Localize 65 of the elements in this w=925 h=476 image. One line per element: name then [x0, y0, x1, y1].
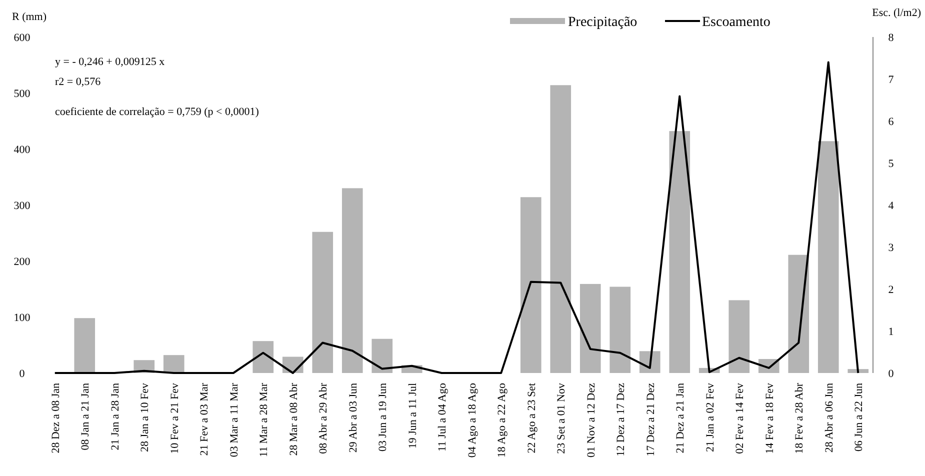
legend-label: Precipitação	[568, 15, 638, 30]
y2-tick-label: 2	[888, 284, 894, 296]
x-tick-label: 23 Set a 01 Nov	[556, 382, 568, 454]
annotation: y = - 0,246 + 0,009125 x	[55, 56, 166, 68]
x-tick-label: 28 Abr a 06 Jun	[823, 382, 836, 453]
y-axis-title: R (mm)	[12, 11, 47, 23]
bar	[372, 338, 393, 373]
bar	[342, 188, 363, 373]
x-tick-label: 11 Jul a 04 Ago	[436, 382, 449, 452]
x-tick-label: 03 Jun a 19 Jun	[377, 382, 390, 452]
y2-tick-label: 5	[888, 158, 894, 170]
y-tick-label: 0	[19, 368, 26, 380]
y-tick-label: 300	[14, 200, 31, 212]
y2-tick-label: 0	[888, 368, 894, 380]
legend-label: Escoamento	[702, 15, 770, 30]
y2-tick-label: 1	[888, 326, 894, 338]
y-tick-label: 500	[14, 88, 31, 100]
x-tick-label: 03 Mar a 11 Mar	[228, 382, 240, 458]
bar	[818, 141, 839, 373]
bar	[788, 254, 810, 373]
x-tick-label: 21 Dez a 21 Jan	[674, 382, 687, 454]
x-tick-label: 01 Nov a 12 Dez	[585, 382, 598, 458]
x-tick-label: 06 Jun a 22 Jun	[853, 382, 866, 452]
bar	[252, 341, 274, 373]
x-tick-label: 08 Abr a 29 Abr	[318, 382, 330, 454]
y-tick-label: 400	[14, 144, 31, 156]
bar	[74, 318, 96, 373]
y2-tick-label: 4	[888, 200, 894, 212]
x-tick-label: 22 Ago a 23 Set	[526, 383, 538, 454]
y2-tick-label: 3	[888, 242, 894, 254]
x-tick-label: 21 Jan a 02 Fev	[704, 382, 716, 452]
annotation: coeficiente de correlação = 0,759 (p < 0,0001)	[55, 106, 260, 118]
x-tick-label: 29 Abr a 03 Jun	[347, 382, 360, 453]
x-tick-label: 02 Fev a 14 Fev	[734, 382, 746, 454]
bar	[580, 284, 601, 373]
bar	[610, 286, 631, 373]
annotation: r2 = 0,576	[55, 76, 102, 88]
x-tick-label: 19 Jun a 11 Jul	[406, 383, 419, 449]
y2-tick-label: 8	[888, 32, 894, 44]
y2-axis-title: Esc. (l/m2)	[872, 7, 922, 19]
x-tick-label: 17 Dez a 21 Dez	[644, 382, 657, 456]
x-tick-label: 14 Fev a 18 Fev	[764, 382, 776, 454]
bar	[550, 85, 572, 373]
bar	[163, 355, 184, 373]
bar	[728, 300, 750, 373]
x-tick-label: 12 Dez a 17 Dez	[615, 382, 628, 456]
y-tick-label: 200	[14, 256, 31, 268]
bar	[669, 131, 690, 373]
y-tick-label: 100	[14, 312, 31, 324]
bar	[520, 197, 542, 373]
x-tick-label: 18 Fev a 28 Abr	[794, 382, 806, 454]
y2-tick-label: 7	[888, 74, 894, 86]
x-tick-label: 04 Ago a 18 Ago	[466, 382, 478, 458]
x-tick-label: 11 Mar a 28 Mar	[258, 382, 270, 458]
bar	[312, 232, 334, 373]
x-tick-label: 21 Jan a 28 Jan	[109, 382, 122, 450]
x-tick-label: 28 Dez a 08 Jan	[50, 382, 62, 454]
x-tick-label: 10 Fev a 21 Fev	[168, 382, 181, 454]
x-tick-label: 21 Fev a 03 Mar	[198, 382, 211, 456]
y-tick-label: 600	[14, 32, 31, 44]
x-tick-label: 08 Jan a 21 Jan	[80, 382, 92, 450]
x-tick-label: 28 Jan a 10 Fev	[139, 382, 152, 452]
x-tick-label: 28 Mar a 08 Abr	[288, 382, 300, 456]
y2-tick-label: 6	[888, 116, 894, 128]
x-tick-label: 18 Ago a 22 Ago	[496, 382, 508, 458]
